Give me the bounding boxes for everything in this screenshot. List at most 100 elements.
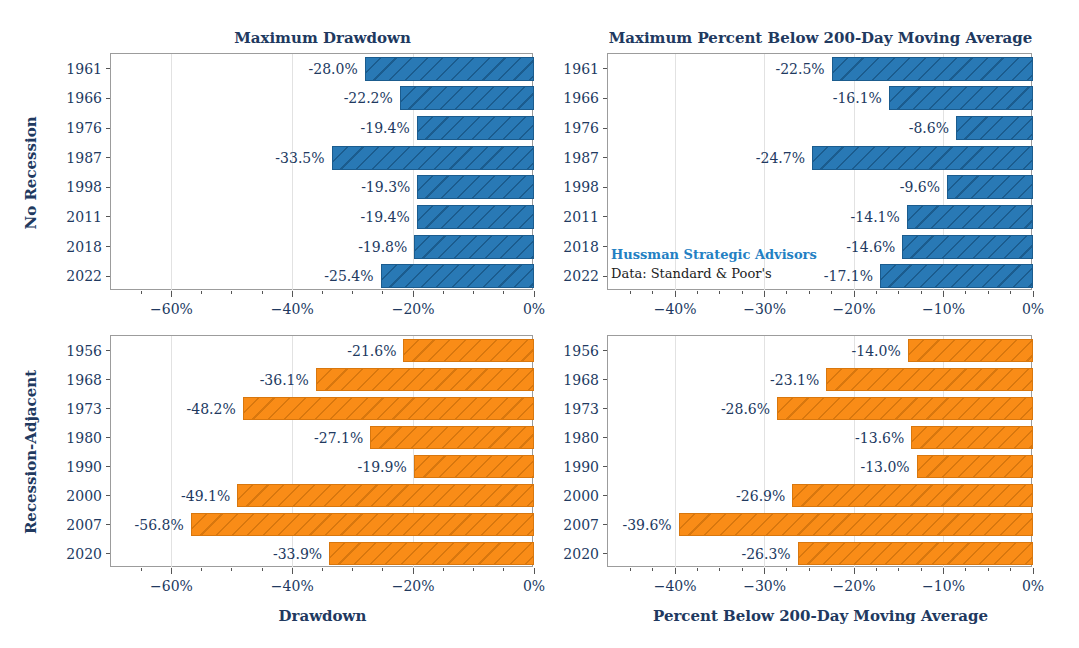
x-tick-label: −10% (922, 579, 965, 593)
x-tick-major (1033, 291, 1034, 297)
y-axis-label: No Recession (24, 116, 39, 229)
y-tick (603, 379, 607, 380)
y-tick (106, 216, 110, 217)
y-tick (603, 276, 607, 277)
bar-1973 (243, 397, 534, 420)
bar-1968 (826, 368, 1033, 391)
gridline (675, 336, 676, 568)
x-axis-label: Drawdown (279, 609, 367, 624)
bar-2022 (381, 264, 534, 288)
y-tick (106, 246, 110, 247)
year-tick-label: 1980 (563, 431, 599, 445)
bar-1990 (917, 455, 1033, 478)
x-tick-minor (231, 291, 232, 294)
bar-1980 (911, 426, 1033, 449)
y-axis-label: Recession-Adjacent (24, 370, 39, 534)
bar-value-label: -9.6% (900, 180, 940, 194)
bar-value-label: -48.2% (187, 402, 236, 416)
x-tick-major (1033, 568, 1034, 574)
chart-no-recession-percent-below-200dma: -22.5%1961-16.1%1966-8.6%1976-24.7%1987-… (607, 53, 1032, 290)
x-tick-label: −40% (271, 302, 314, 316)
x-tick-label: 0% (1022, 579, 1044, 593)
x-tick-major (854, 568, 855, 574)
x-tick-label: −20% (833, 579, 876, 593)
bar-value-label: -49.1% (181, 489, 230, 503)
y-tick (603, 128, 607, 129)
x-tick-minor (503, 291, 504, 294)
bar-value-label: -28.0% (309, 62, 358, 76)
year-tick-label: 1968 (66, 373, 102, 387)
x-tick-minor (262, 291, 263, 294)
y-tick (106, 553, 110, 554)
bar-value-label: -13.6% (855, 431, 904, 445)
x-tick-minor (809, 568, 810, 571)
year-tick-label: 1987 (563, 151, 599, 165)
bar-value-label: -24.7% (756, 151, 805, 165)
chart-no-recession-maximum-drawdown: -28.0%1961-22.2%1966-19.4%1976-33.5%1987… (110, 53, 533, 290)
bar-value-label: -33.5% (275, 151, 324, 165)
year-tick-label: 2007 (66, 518, 102, 532)
x-tick-minor (141, 568, 142, 571)
year-tick-label: 2020 (66, 547, 102, 561)
x-tick-major (534, 568, 535, 574)
x-tick-label: 0% (1022, 302, 1044, 316)
year-tick-label: 1956 (563, 344, 599, 358)
bar-value-label: -19.8% (358, 240, 407, 254)
x-tick-minor (921, 568, 922, 571)
x-tick-label: −10% (922, 302, 965, 316)
y-tick (603, 157, 607, 158)
year-tick-label: 1956 (66, 344, 102, 358)
x-tick-label: −40% (654, 579, 697, 593)
x-tick-minor (141, 291, 142, 294)
x-tick-major (943, 291, 944, 297)
x-tick-minor (809, 291, 810, 294)
x-tick-major (171, 568, 172, 574)
y-tick (106, 157, 110, 158)
x-tick-label: −20% (833, 302, 876, 316)
y-tick (603, 68, 607, 69)
bar-1956 (908, 339, 1033, 362)
gridline (171, 54, 172, 291)
y-tick (603, 553, 607, 554)
x-tick-minor (921, 291, 922, 294)
x-tick-label: −30% (743, 579, 786, 593)
x-tick-minor (473, 568, 474, 571)
x-tick-minor (965, 291, 966, 294)
bar-value-label: -26.9% (736, 489, 785, 503)
x-tick-major (292, 568, 293, 574)
year-tick-label: 2000 (563, 489, 599, 503)
x-tick-minor (898, 291, 899, 294)
x-tick-minor (652, 291, 653, 294)
year-tick-label: 1966 (563, 91, 599, 105)
bar-value-label: -36.1% (260, 373, 309, 387)
bar-2018 (414, 235, 534, 259)
x-tick-major (764, 568, 765, 574)
x-tick-major (854, 291, 855, 297)
x-tick-minor (630, 291, 631, 294)
y-tick (603, 524, 607, 525)
y-tick (106, 408, 110, 409)
bar-value-label: -19.9% (358, 460, 407, 474)
x-tick-label: 0% (523, 579, 545, 593)
y-tick (603, 246, 607, 247)
y-tick (106, 276, 110, 277)
x-tick-label: −60% (150, 579, 193, 593)
year-tick-label: 1961 (563, 62, 599, 76)
x-tick-minor (322, 291, 323, 294)
bar-1976 (417, 116, 534, 140)
y-tick (603, 98, 607, 99)
x-tick-minor (473, 291, 474, 294)
gridline (171, 336, 172, 568)
bar-value-label: -14.0% (852, 344, 901, 358)
x-tick-minor (382, 291, 383, 294)
x-tick-minor (652, 568, 653, 571)
x-tick-minor (988, 291, 989, 294)
bar-2022 (880, 264, 1033, 288)
y-tick (106, 466, 110, 467)
bar-2007 (191, 513, 534, 536)
y-tick (106, 437, 110, 438)
x-tick-minor (719, 568, 720, 571)
year-tick-label: 1961 (66, 62, 102, 76)
x-tick-major (292, 291, 293, 297)
year-tick-label: 1980 (66, 431, 102, 445)
